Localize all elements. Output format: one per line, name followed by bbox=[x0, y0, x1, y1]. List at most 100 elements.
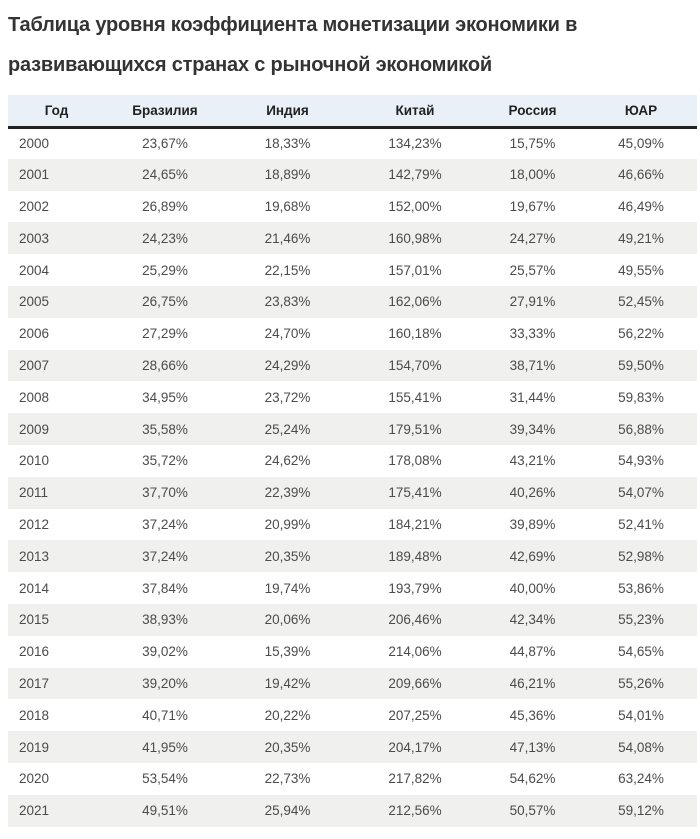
table-row: 2021 49,51% 25,94% 212,56% 50,57% 59,12% bbox=[8, 794, 697, 827]
value-cell: 184,21% bbox=[388, 516, 442, 532]
table-row: 2004 25,29% 22,15% 157,01% 25,57% 49,55% bbox=[8, 254, 697, 286]
value-cell: 42,34% bbox=[509, 612, 556, 628]
year-cell: 2003 bbox=[19, 230, 50, 246]
value-cell: 59,83% bbox=[618, 389, 664, 405]
column-header-year: Год bbox=[8, 95, 105, 129]
column-header-russia: Россия bbox=[480, 95, 585, 129]
year-cell: 2011 bbox=[19, 485, 49, 501]
value-cell: 25,94% bbox=[264, 803, 311, 819]
table-body: 2000 23,67% 18,33% 134,23% 15,75% 45,09% 2001 2… bbox=[8, 127, 697, 827]
value-cell: 63,24% bbox=[618, 771, 664, 787]
value-cell: 23,67% bbox=[142, 136, 188, 152]
table-row: 2008 34,95% 23,72% 155,41% 31,44% 59,83% bbox=[8, 381, 697, 413]
value-cell: 189,48% bbox=[388, 548, 442, 564]
value-cell: 24,29% bbox=[264, 357, 311, 373]
table-row: 2015 38,93% 20,06% 206,46% 42,34% 55,23% bbox=[8, 603, 697, 636]
column-header-sar: ЮАР bbox=[585, 95, 697, 129]
table-row: 2012 37,24% 20,99% 184,21% 39,89% 52,41% bbox=[8, 509, 697, 541]
value-cell: 22,39% bbox=[264, 485, 311, 501]
value-cell: 134,23% bbox=[388, 136, 442, 152]
value-cell: 50,57% bbox=[509, 803, 556, 819]
value-cell: 22,15% bbox=[264, 262, 311, 278]
value-cell: 54,62% bbox=[509, 771, 556, 787]
value-cell: 37,84% bbox=[142, 580, 188, 596]
value-cell: 27,91% bbox=[509, 294, 556, 310]
value-cell: 24,62% bbox=[264, 453, 311, 469]
year-cell: 2008 bbox=[19, 389, 50, 405]
table-row: 2016 39,02% 15,39% 214,06% 44,87% 54,65% bbox=[8, 636, 697, 668]
year-cell: 2017 bbox=[19, 675, 50, 691]
year-cell: 2018 bbox=[19, 707, 50, 723]
year-cell: 2020 bbox=[19, 771, 50, 787]
value-cell: 18,89% bbox=[264, 167, 311, 183]
value-cell: 26,89% bbox=[142, 198, 188, 214]
value-cell: 155,41% bbox=[388, 389, 442, 405]
value-cell: 53,86% bbox=[618, 580, 664, 596]
value-cell: 59,12% bbox=[618, 803, 664, 819]
value-cell: 19,74% bbox=[264, 580, 311, 596]
value-cell: 39,02% bbox=[142, 644, 188, 660]
value-cell: 46,21% bbox=[509, 675, 556, 691]
year-cell: 2016 bbox=[19, 644, 50, 660]
value-cell: 59,50% bbox=[618, 357, 664, 373]
table-row: 2017 39,20% 19,42% 209,66% 46,21% 55,26% bbox=[8, 667, 697, 700]
value-cell: 40,71% bbox=[142, 707, 188, 723]
value-cell: 38,93% bbox=[142, 612, 188, 628]
year-cell: 2006 bbox=[19, 326, 50, 342]
value-cell: 214,06% bbox=[388, 644, 442, 660]
table-row: 2009 35,58% 25,24% 179,51% 39,34% 56,88% bbox=[8, 413, 697, 445]
value-cell: 40,26% bbox=[509, 485, 556, 501]
value-cell: 15,75% bbox=[509, 136, 556, 152]
year-cell: 2012 bbox=[19, 516, 50, 532]
value-cell: 24,23% bbox=[142, 230, 188, 246]
value-cell: 209,66% bbox=[388, 675, 442, 691]
value-cell: 55,23% bbox=[618, 612, 664, 628]
value-cell: 25,24% bbox=[264, 421, 311, 437]
year-cell: 2005 bbox=[19, 294, 50, 310]
table-row: 2014 37,84% 19,74% 193,79% 40,00% 53,86% bbox=[8, 572, 697, 604]
value-cell: 45,36% bbox=[509, 707, 556, 723]
value-cell: 142,79% bbox=[388, 167, 442, 183]
value-cell: 27,29% bbox=[142, 326, 188, 342]
year-cell: 2000 bbox=[19, 136, 50, 152]
value-cell: 206,46% bbox=[388, 612, 442, 628]
value-cell: 35,72% bbox=[142, 453, 188, 469]
value-cell: 157,01% bbox=[388, 262, 442, 278]
value-cell: 152,00% bbox=[388, 198, 442, 214]
value-cell: 24,27% bbox=[509, 230, 556, 246]
value-cell: 42,69% bbox=[509, 548, 556, 564]
value-cell: 34,95% bbox=[142, 389, 188, 405]
value-cell: 54,65% bbox=[618, 644, 664, 660]
value-cell: 23,72% bbox=[264, 389, 311, 405]
year-cell: 2021 bbox=[19, 803, 50, 819]
value-cell: 175,41% bbox=[388, 485, 442, 501]
value-cell: 19,68% bbox=[264, 198, 311, 214]
value-cell: 160,98% bbox=[388, 230, 442, 246]
value-cell: 19,42% bbox=[264, 675, 311, 691]
year-cell: 2014 bbox=[19, 580, 50, 596]
page-title: Таблица уровня коэффициента монетизации … bbox=[8, 14, 578, 76]
value-cell: 20,35% bbox=[264, 739, 311, 755]
value-cell: 21,46% bbox=[264, 230, 311, 246]
value-cell: 28,66% bbox=[142, 357, 188, 373]
value-cell: 41,95% bbox=[142, 739, 188, 755]
value-cell: 55,26% bbox=[618, 675, 664, 691]
value-cell: 24,70% bbox=[264, 326, 311, 342]
value-cell: 45,09% bbox=[618, 136, 664, 152]
value-cell: 54,93% bbox=[618, 453, 664, 469]
value-cell: 40,00% bbox=[509, 580, 556, 596]
value-cell: 179,51% bbox=[388, 421, 442, 437]
value-cell: 54,08% bbox=[618, 739, 664, 755]
table-row: 2000 23,67% 18,33% 134,23% 15,75% 45,09% bbox=[8, 127, 697, 159]
value-cell: 52,41% bbox=[618, 516, 664, 532]
value-cell: 178,08% bbox=[388, 453, 442, 469]
value-cell: 217,82% bbox=[388, 771, 442, 787]
column-header-india: Индия bbox=[225, 95, 350, 129]
value-cell: 20,22% bbox=[264, 707, 311, 723]
column-header-brazil: Бразилия bbox=[105, 95, 225, 129]
year-cell: 2013 bbox=[19, 548, 50, 564]
table-row: 2013 37,24% 20,35% 189,48% 42,69% 52,98% bbox=[8, 540, 697, 573]
year-cell: 2009 bbox=[19, 421, 50, 437]
value-cell: 49,55% bbox=[618, 262, 664, 278]
value-cell: 19,67% bbox=[509, 198, 556, 214]
